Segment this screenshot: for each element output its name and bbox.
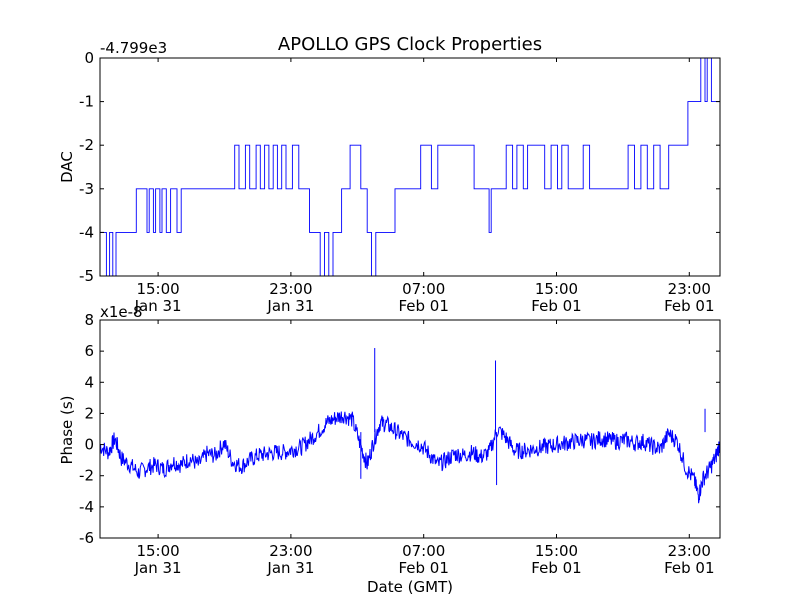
- c1-xtick-time-label: 23:00: [668, 542, 711, 560]
- c1-ytick-label: 0: [84, 436, 94, 454]
- c1-xtick-date-label: Feb 01: [531, 559, 581, 577]
- figure-title: APOLLO GPS Clock Properties: [278, 34, 542, 55]
- c0-xtick-date-label: Feb 01: [531, 297, 581, 315]
- phase-offset-label: x1e-8: [100, 303, 143, 321]
- c1-xtick-date-label: Feb 01: [664, 559, 714, 577]
- c0-xtick-date-label: Feb 01: [664, 297, 714, 315]
- c0-trace: [100, 58, 720, 276]
- dac-y-ticks: 0 -1 -2 -3 -4 -5: [79, 49, 720, 285]
- c0-xtick-date-label: Jan 31: [134, 297, 182, 315]
- c1-xtick-date-label: Feb 01: [398, 559, 448, 577]
- c1-ytick-label: 6: [84, 342, 94, 360]
- c1-ytick-label: 4: [84, 373, 94, 391]
- c0-xtick-date-label: Jan 31: [266, 297, 314, 315]
- phase-series-line: [100, 348, 720, 504]
- c1-ytick-label: -2: [79, 467, 94, 485]
- dac-y-axis-label: DAC: [58, 151, 76, 183]
- c1-ytick-label: 8: [84, 311, 94, 329]
- c1-ytick-label: 2: [84, 404, 94, 422]
- dac-offset-label: -4.799e3: [100, 39, 167, 57]
- c1-xtick-time-label: 23:00: [269, 542, 312, 560]
- c1-xtick-time-label: 15:00: [136, 542, 179, 560]
- c1-xtick-time-label: 07:00: [402, 542, 445, 560]
- c0-xtick-time-label: 15:00: [535, 280, 578, 298]
- phase-x-axis-label: Date (GMT): [367, 578, 453, 596]
- c1-xtick-date-label: Jan 31: [134, 559, 182, 577]
- c1-trace: [100, 411, 720, 504]
- dac-axes-frame: [99, 57, 721, 277]
- c1-ytick-label: -6: [79, 529, 94, 547]
- c0-xtick-time-label: 23:00: [269, 280, 312, 298]
- c0-ytick-label: 0: [84, 49, 94, 67]
- c0-ytick-label: -2: [79, 136, 94, 154]
- c0-xtick-time-label: 15:00: [136, 280, 179, 298]
- c0-xtick-date-label: Feb 01: [398, 297, 448, 315]
- phase-y-ticks: -6 -4 -2 0 2 4 6 8: [79, 311, 720, 547]
- c1-xtick-date-label: Jan 31: [266, 559, 314, 577]
- c1-xtick-time-label: 15:00: [535, 542, 578, 560]
- c0-ytick-label: -1: [79, 93, 94, 111]
- c0-xtick-time-label: 07:00: [402, 280, 445, 298]
- c0-ytick-label: -5: [79, 267, 94, 285]
- c0-xtick-time-label: 23:00: [668, 280, 711, 298]
- phase-axes-frame: [99, 319, 721, 539]
- c1-ytick-label: -4: [79, 498, 94, 516]
- dac-series-line: [100, 58, 720, 276]
- c0-ytick-label: -4: [79, 223, 94, 241]
- c0-ytick-label: -3: [79, 180, 94, 198]
- phase-y-axis-label: Phase (s): [58, 395, 76, 464]
